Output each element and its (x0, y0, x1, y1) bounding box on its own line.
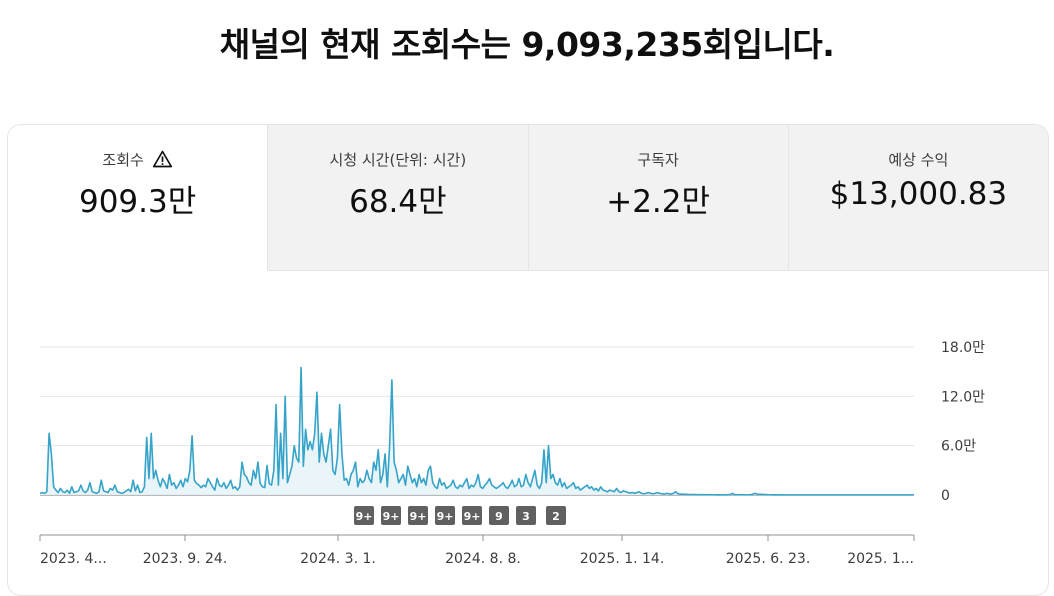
annotation-badge[interactable]: 9+ (408, 506, 428, 525)
page-headline: 채널의 현재 조회수는 9,093,235회입니다. (219, 25, 835, 64)
y-tick-label: 12.0만 (941, 389, 985, 405)
x-tick-label: 2023. 9. 24. (143, 551, 228, 567)
annotation-badge[interactable]: 9+ (381, 506, 401, 525)
badge-label: 9+ (464, 510, 481, 523)
tab-subscribers[interactable]: 구독자 +2.2만 (527, 125, 788, 271)
annotation-badge[interactable]: 3 (516, 506, 536, 525)
metric-tabs: 조회수 909.3만 시청 시간(단위: 시간) 68.4만 구독자 +2.2만 (8, 125, 1048, 271)
x-tick-label: 2023. 4... (40, 551, 107, 567)
badge-box (381, 506, 401, 525)
tab-watch-time-label: 시청 시간(단위: 시간) (329, 150, 467, 169)
warning-icon[interactable] (152, 149, 173, 169)
tab-revenue-label: 예상 수익 (888, 150, 949, 169)
badge-label: 9 (495, 510, 503, 523)
annotation-badge[interactable]: 9 (489, 506, 509, 525)
badge-box (435, 506, 455, 525)
badge-label: 9+ (356, 510, 373, 523)
x-tick-label: 2025. 6. 23. (726, 551, 811, 567)
badge-label: 9+ (410, 510, 427, 523)
badge-box (408, 506, 428, 525)
badge-label: 9+ (437, 510, 454, 523)
annotation-badge[interactable]: 9+ (462, 506, 482, 525)
views-line-chart: 18.0만 12.0만 6.0만 0 2023. 4... 2023. 9. 24. 202… (39, 340, 985, 567)
annotation-badge[interactable]: 2 (546, 506, 566, 525)
badge-label: 3 (522, 510, 530, 523)
views-chart: 18.0만 12.0만 6.0만 0 2023. 4... 2023. 9. 24. 202… (8, 271, 1048, 595)
badge-box (462, 506, 482, 525)
badge-label: 9+ (383, 510, 400, 523)
tab-views-value: 909.3만 (78, 184, 197, 220)
series-line (39, 366, 914, 496)
tab-views-label: 조회수 (102, 150, 144, 169)
analytics-card: 조회수 909.3만 시청 시간(단위: 시간) 68.4만 구독자 +2.2만 (7, 124, 1049, 596)
tab-subscribers-value: +2.2만 (606, 184, 711, 220)
badge-label: 2 (552, 510, 560, 523)
badge-box (516, 506, 536, 525)
tab-views[interactable]: 조회수 909.3만 (8, 125, 268, 271)
y-tick-label: 0 (941, 488, 950, 504)
tab-subscribers-label: 구독자 (637, 150, 679, 169)
badge-box (546, 506, 566, 525)
annotation-badge[interactable]: 9+ (435, 506, 455, 525)
tab-revenue[interactable]: 예상 수익 $13,000.83 (787, 125, 1048, 271)
badge-box (489, 506, 509, 525)
tab-watch-time[interactable]: 시청 시간(단위: 시간) 68.4만 (267, 125, 528, 271)
tab-watch-time-value: 68.4만 (349, 184, 447, 220)
annotation-badge[interactable]: 9+ (354, 506, 374, 525)
x-tick-label: 2025. 1... (847, 551, 914, 567)
x-tick-label: 2025. 1. 14. (580, 551, 665, 567)
y-tick-label: 6.0만 (941, 439, 976, 455)
y-tick-label: 18.0만 (941, 340, 985, 356)
tab-revenue-value: $13,000.83 (829, 176, 1008, 212)
badge-box (354, 506, 374, 525)
x-tick-label: 2024. 3. 1. (300, 551, 376, 567)
x-tick-label: 2024. 8. 8. (445, 551, 521, 567)
